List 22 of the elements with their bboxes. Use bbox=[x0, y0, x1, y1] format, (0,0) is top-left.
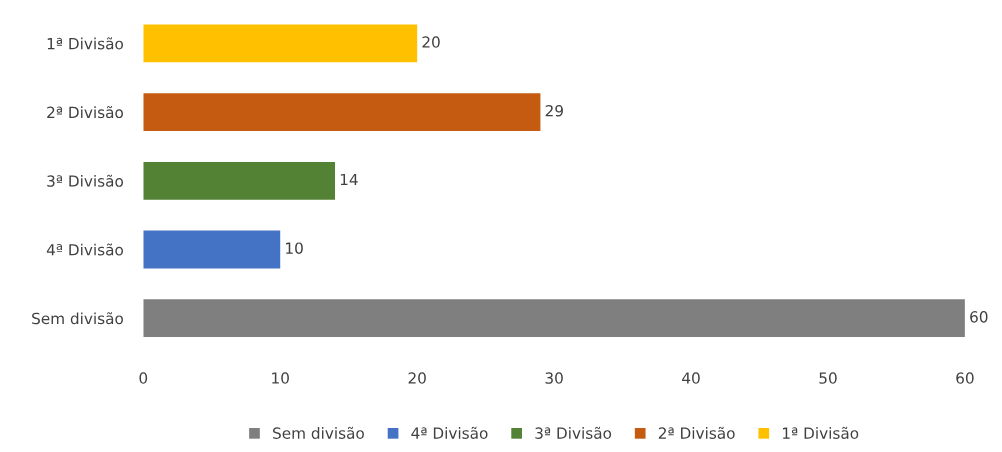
y-tick-label: 4ª Divisão bbox=[46, 243, 124, 256]
data-label: 60 bbox=[970, 311, 988, 323]
data-label: 20 bbox=[422, 36, 440, 48]
x-tick-label: 20 bbox=[408, 372, 426, 384]
x-tick-label: 10 bbox=[272, 372, 289, 384]
y-tick-label: 2ª Divisão bbox=[47, 106, 124, 119]
y-tick-label: 3ª Divisão bbox=[47, 174, 124, 187]
y-tick-label: Sem divisão bbox=[32, 312, 123, 325]
y-tick-label: 1ª Divisão bbox=[47, 37, 124, 50]
legend-label: 3ª Divisão bbox=[535, 426, 612, 439]
legend-label: Sem divisão bbox=[273, 426, 364, 439]
legend-label: 1ª Divisão bbox=[783, 426, 859, 439]
data-label: 10 bbox=[286, 242, 303, 254]
data-label: 14 bbox=[340, 173, 358, 186]
x-tick-label: 60 bbox=[956, 372, 974, 384]
legend-label: 4ª Divisão bbox=[411, 426, 488, 439]
data-label: 29 bbox=[545, 104, 563, 117]
x-tick-label: 30 bbox=[545, 372, 563, 384]
legend-label: 2ª Divisão bbox=[658, 426, 735, 439]
x-tick-label: 0 bbox=[139, 372, 148, 384]
x-tick-label: 40 bbox=[682, 372, 700, 384]
x-tick-label: 50 bbox=[819, 372, 837, 384]
